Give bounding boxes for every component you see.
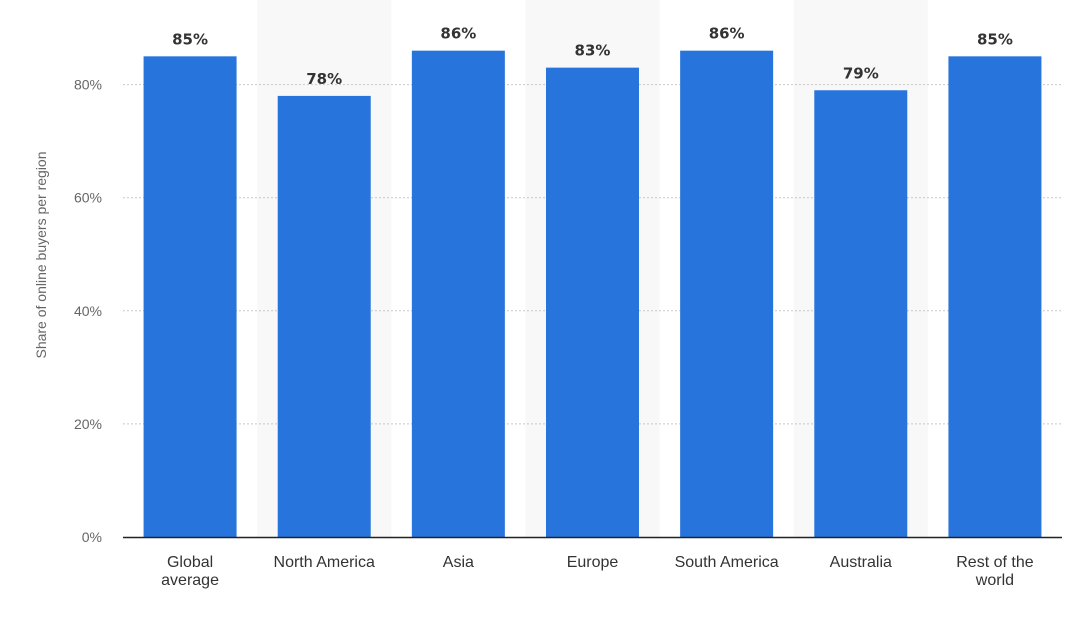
data-label: 85% xyxy=(172,30,208,48)
x-tick-label: Europe xyxy=(567,554,619,571)
data-label: 86% xyxy=(440,25,476,43)
bar[interactable] xyxy=(948,56,1042,537)
bar[interactable] xyxy=(680,50,774,538)
data-label: 78% xyxy=(306,70,342,88)
data-label: 86% xyxy=(709,25,745,43)
bar[interactable] xyxy=(143,56,237,537)
x-tick-label: world xyxy=(975,572,1014,589)
y-axis-title: Share of online buyers per region xyxy=(33,151,49,358)
bar[interactable] xyxy=(546,67,639,537)
bars xyxy=(143,50,1042,538)
bar[interactable] xyxy=(814,90,908,537)
y-tick-label: 60% xyxy=(74,190,102,206)
y-tick-label: 40% xyxy=(74,303,102,319)
x-tick-label: average xyxy=(161,572,219,589)
bar[interactable] xyxy=(277,95,371,537)
x-tick-label: South America xyxy=(675,554,779,571)
data-label: 85% xyxy=(977,30,1013,48)
y-axis-ticks: 0% 20% 40% 60% 80% xyxy=(74,77,102,545)
x-tick-label: Australia xyxy=(830,554,892,571)
x-tick-label: Asia xyxy=(443,554,474,571)
x-tick-label: Rest of the xyxy=(956,554,1033,571)
y-tick-label: 0% xyxy=(82,529,102,545)
data-labels: 85% 78% 86% 83% 86% 79% 85% xyxy=(172,25,1013,88)
x-tick-label: Global xyxy=(167,554,213,571)
data-label: 79% xyxy=(843,64,879,82)
data-label: 83% xyxy=(575,42,611,60)
y-tick-label: 20% xyxy=(74,416,102,432)
y-tick-label: 80% xyxy=(74,77,102,93)
bar[interactable] xyxy=(411,50,505,538)
x-tick-label: North America xyxy=(274,554,375,571)
